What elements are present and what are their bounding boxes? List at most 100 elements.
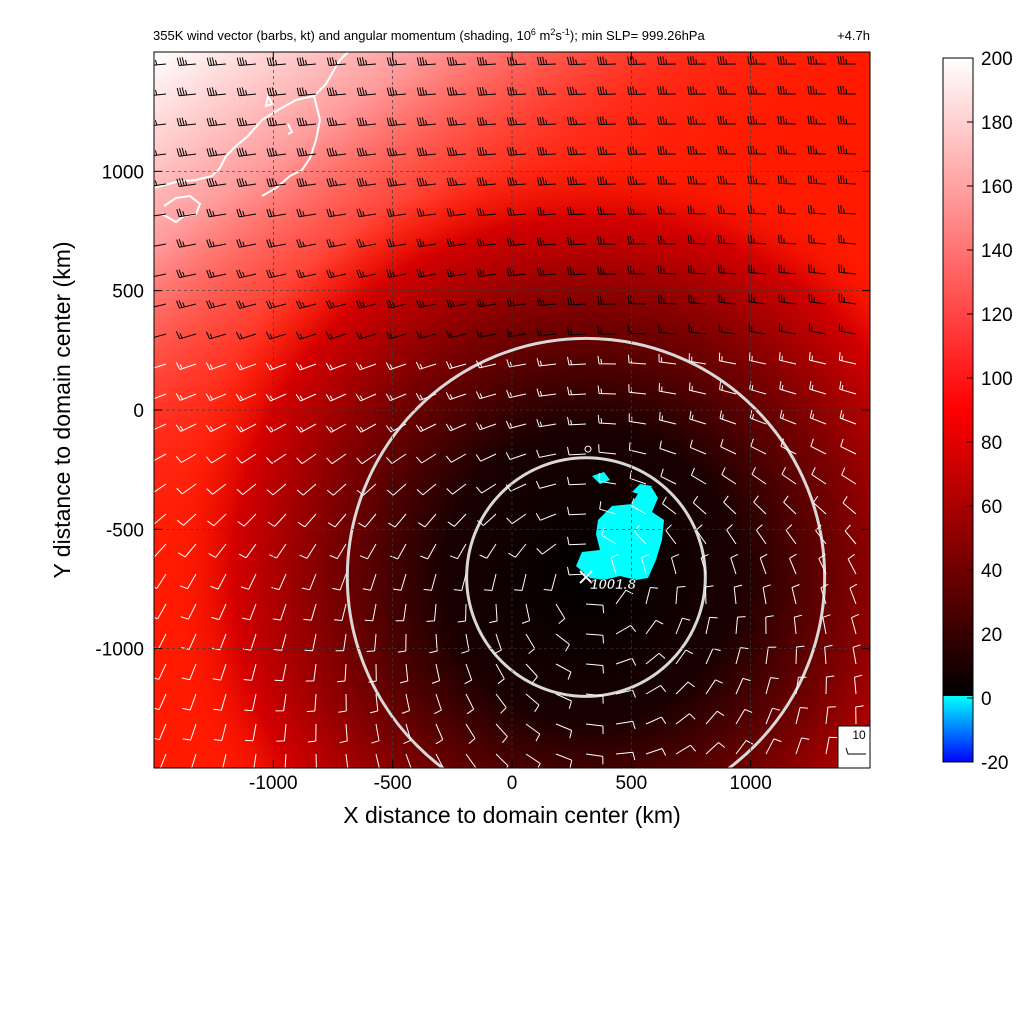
wind-barb (426, 603, 437, 622)
barb-reference-mark (845, 747, 866, 755)
wind-barb (338, 693, 347, 713)
colorbar-tick-label: 60 (981, 497, 1002, 518)
wind-barb (388, 513, 407, 528)
wind-barb (175, 362, 197, 370)
wind-barb (356, 147, 377, 157)
wind-barb (236, 239, 257, 248)
wind-barb (265, 300, 287, 309)
wind-barb (657, 56, 677, 65)
wind-barb (457, 603, 467, 623)
wind-barb (295, 393, 317, 402)
wind-barb (240, 573, 257, 590)
wind-barb (717, 205, 737, 215)
colorbar-tick-label: 20 (981, 625, 1002, 646)
wind-barb (236, 147, 257, 157)
wind-barb (628, 442, 647, 455)
wind-barb (446, 268, 467, 278)
radius-rings (345, 336, 827, 768)
wind-barb (266, 208, 287, 218)
wind-barb (657, 205, 677, 215)
wind-barb (399, 663, 409, 684)
wind-barb (808, 352, 827, 365)
wind-barb (735, 616, 746, 635)
wind-barb (326, 238, 347, 248)
wind-barb (720, 438, 737, 455)
wind-barb (808, 264, 827, 275)
wind-barb (207, 513, 227, 527)
wind-barb (326, 453, 347, 465)
wind-barb (627, 206, 647, 215)
wind-barb (535, 513, 557, 521)
y-tick-label: 500 (112, 282, 144, 303)
wind-barb (356, 177, 377, 187)
wind-barb (154, 573, 167, 589)
wind-barb (284, 753, 287, 768)
wind-barb (567, 326, 587, 336)
wind-barb (730, 553, 739, 575)
storm-center-marker (579, 570, 593, 584)
wind-barb (445, 392, 467, 400)
colorbar-tick-label: 160 (981, 177, 1013, 198)
wind-barb (567, 86, 587, 96)
wind-barb (416, 147, 437, 157)
wind-barb (299, 543, 317, 559)
x-tick-label: 500 (615, 773, 647, 794)
wind-barb (446, 330, 467, 339)
wind-barb (325, 423, 347, 433)
wind-barb (213, 723, 227, 741)
wind-barb (841, 467, 857, 485)
wind-barb (521, 603, 531, 624)
wind-barb (356, 57, 377, 66)
wind-barb (785, 524, 797, 545)
wind-barb (657, 86, 677, 95)
wind-barb (748, 352, 767, 365)
wind-barb (368, 663, 377, 683)
wind-barb (154, 693, 167, 711)
wind-barb (555, 663, 572, 680)
wind-barb (356, 117, 377, 127)
wind-barb (567, 446, 587, 456)
wind-barb (567, 146, 587, 156)
wind-barb (423, 573, 437, 591)
wind-barb (837, 115, 857, 125)
wind-barb (777, 205, 797, 215)
wind-barb (837, 145, 857, 155)
wind-barb (175, 331, 197, 340)
wind-barb (627, 265, 647, 275)
wind-barb (795, 676, 807, 695)
wind-barb (154, 453, 167, 462)
wind-barb (818, 553, 827, 575)
wind-barb (210, 573, 227, 590)
colorbar: -20 0 20 40 60 80 100 120 140 160 180 200 (942, 49, 1013, 774)
wind-barb (634, 524, 647, 545)
wind-barb (176, 177, 197, 187)
wind-barb (176, 483, 197, 495)
wind-barb (660, 468, 677, 485)
wind-barb (514, 573, 527, 591)
wind-barb (296, 177, 317, 187)
wind-barb (416, 238, 437, 248)
time-label: +4.7h (837, 28, 870, 43)
wind-barb (658, 383, 677, 395)
wind-barb (597, 355, 617, 365)
wind-barb (154, 333, 167, 338)
wind-barb (778, 322, 797, 335)
wind-barb (296, 87, 317, 97)
wind-barb (555, 753, 573, 768)
wind-barb (645, 716, 667, 725)
wind-barb (355, 362, 377, 371)
wind-barb (176, 117, 197, 127)
wind-barb (266, 147, 287, 157)
wind-barb (205, 331, 227, 340)
wind-barb (385, 331, 407, 340)
wind-barb (777, 175, 797, 185)
wind-barb (446, 147, 467, 157)
wind-barb (645, 619, 664, 635)
storm-center: 1001.8 (579, 445, 637, 593)
wind-barb (735, 677, 751, 695)
wind-barb (236, 87, 257, 97)
wind-barb (326, 147, 347, 157)
wind-barb (555, 603, 566, 624)
wind-barb (505, 483, 527, 492)
wind-barb (812, 495, 827, 515)
